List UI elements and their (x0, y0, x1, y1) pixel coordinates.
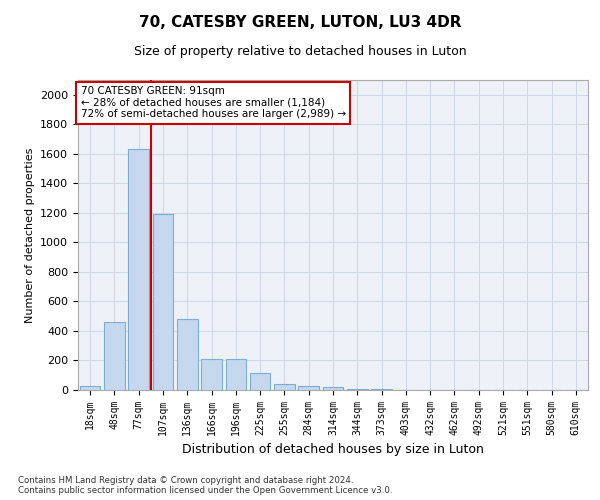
Bar (152, 214, 173, 390)
Text: Contains HM Land Registry data © Crown copyright and database right 2024.
Contai: Contains HM Land Registry data © Crown c… (18, 476, 392, 495)
Bar (323, 387, 343, 390)
Y-axis label: Number of detached properties: Number of detached properties (25, 148, 35, 322)
Bar (298, 386, 319, 390)
Bar (274, 384, 295, 390)
Bar (250, 373, 271, 390)
Text: 70, CATESBY GREEN, LUTON, LU3 4DR: 70, CATESBY GREEN, LUTON, LU3 4DR (139, 15, 461, 30)
Text: 70 CATESBY GREEN: 91sqm
← 28% of detached houses are smaller (1,184)
72% of semi: 70 CATESBY GREEN: 91sqm ← 28% of detache… (80, 86, 346, 120)
X-axis label: Distribution of detached houses by size in Luton: Distribution of detached houses by size … (182, 444, 484, 456)
Text: Size of property relative to detached houses in Luton: Size of property relative to detached ho… (134, 45, 466, 58)
Bar (201, 359, 222, 390)
Bar (80, 386, 100, 390)
Bar (177, 319, 197, 390)
Bar (347, 388, 368, 390)
Bar (104, 322, 125, 390)
Bar (226, 359, 246, 390)
Bar (128, 150, 149, 390)
